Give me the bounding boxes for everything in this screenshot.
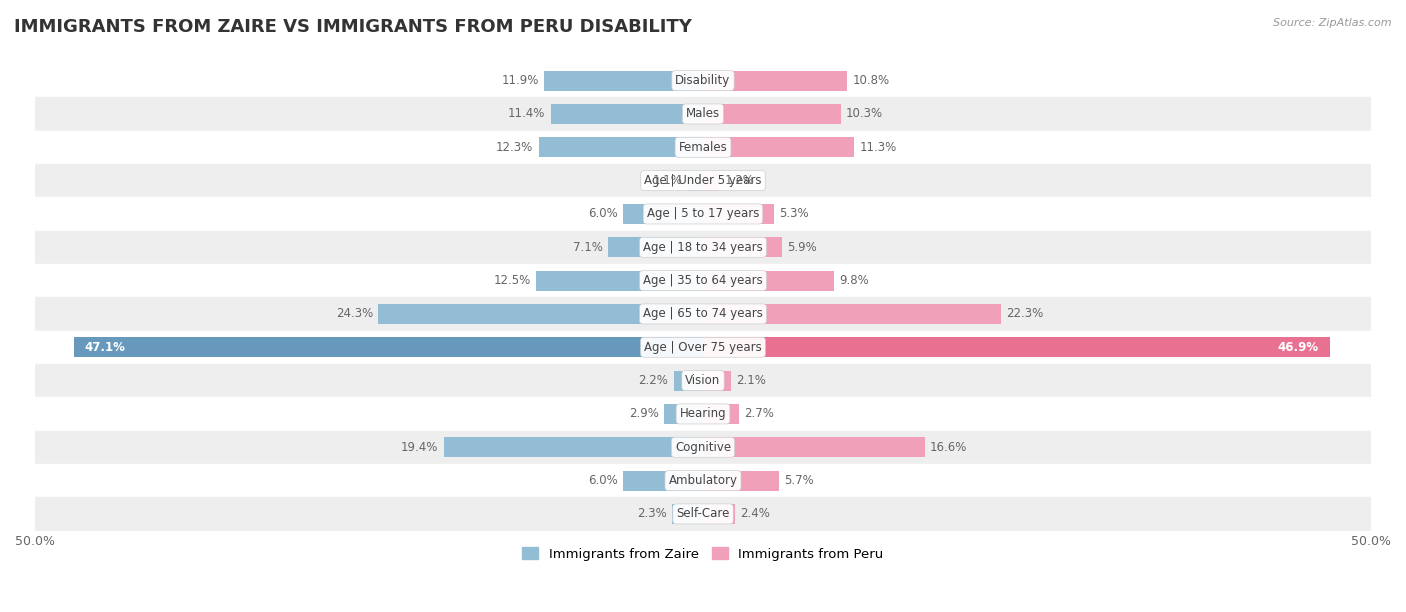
Bar (35, 97, 1371, 130)
Bar (703, 237, 782, 257)
Text: Ambulatory: Ambulatory (668, 474, 738, 487)
Bar (35, 330, 1371, 364)
Text: 2.2%: 2.2% (638, 374, 668, 387)
Text: 22.3%: 22.3% (1007, 307, 1043, 321)
Text: 2.3%: 2.3% (637, 507, 666, 520)
Text: 1.1%: 1.1% (652, 174, 683, 187)
Legend: Immigrants from Zaire, Immigrants from Peru: Immigrants from Zaire, Immigrants from P… (517, 542, 889, 566)
Text: 12.3%: 12.3% (496, 141, 533, 154)
Bar (551, 104, 703, 124)
Bar (538, 137, 703, 157)
Bar (673, 371, 703, 390)
Bar (544, 70, 703, 91)
Text: 2.1%: 2.1% (737, 374, 766, 387)
Bar (703, 471, 779, 491)
Bar (623, 471, 703, 491)
Text: 6.0%: 6.0% (588, 474, 617, 487)
Bar (672, 504, 703, 524)
Text: 16.6%: 16.6% (931, 441, 967, 453)
Text: 11.3%: 11.3% (859, 141, 897, 154)
Text: Disability: Disability (675, 74, 731, 87)
Bar (35, 397, 1371, 431)
Text: 24.3%: 24.3% (336, 307, 373, 321)
Bar (35, 431, 1371, 464)
Bar (703, 371, 731, 390)
Text: 10.8%: 10.8% (852, 74, 890, 87)
Bar (35, 197, 1371, 231)
Text: 2.9%: 2.9% (628, 408, 659, 420)
Bar (35, 297, 1371, 330)
Text: 7.1%: 7.1% (572, 241, 603, 254)
Bar (703, 337, 1330, 357)
Text: Females: Females (679, 141, 727, 154)
Text: Self-Care: Self-Care (676, 507, 730, 520)
Bar (703, 437, 925, 457)
Bar (444, 437, 703, 457)
Bar (73, 337, 703, 357)
Text: 11.9%: 11.9% (502, 74, 538, 87)
Text: 9.8%: 9.8% (839, 274, 869, 287)
Text: Hearing: Hearing (679, 408, 727, 420)
Text: 5.7%: 5.7% (785, 474, 814, 487)
Text: Cognitive: Cognitive (675, 441, 731, 453)
Text: 2.7%: 2.7% (744, 408, 775, 420)
Text: 5.9%: 5.9% (787, 241, 817, 254)
Text: 5.3%: 5.3% (779, 207, 808, 220)
Text: 6.0%: 6.0% (588, 207, 617, 220)
Text: 1.2%: 1.2% (724, 174, 754, 187)
Text: Age | Under 5 years: Age | Under 5 years (644, 174, 762, 187)
Bar (703, 137, 853, 157)
Bar (703, 271, 834, 291)
Bar (35, 264, 1371, 297)
Bar (703, 104, 841, 124)
Text: 2.4%: 2.4% (741, 507, 770, 520)
Bar (35, 164, 1371, 197)
Text: Age | Over 75 years: Age | Over 75 years (644, 341, 762, 354)
Text: 12.5%: 12.5% (494, 274, 530, 287)
Bar (35, 498, 1371, 531)
Text: 10.3%: 10.3% (846, 108, 883, 121)
Text: Age | 65 to 74 years: Age | 65 to 74 years (643, 307, 763, 321)
Bar (35, 130, 1371, 164)
Text: Vision: Vision (685, 374, 721, 387)
Bar (703, 504, 735, 524)
Bar (536, 271, 703, 291)
Bar (35, 464, 1371, 498)
Text: Age | 35 to 64 years: Age | 35 to 64 years (643, 274, 763, 287)
Bar (703, 404, 740, 424)
Bar (689, 171, 703, 190)
Bar (35, 364, 1371, 397)
Text: Age | 18 to 34 years: Age | 18 to 34 years (643, 241, 763, 254)
Bar (35, 64, 1371, 97)
Text: 46.9%: 46.9% (1278, 341, 1319, 354)
Text: Age | 5 to 17 years: Age | 5 to 17 years (647, 207, 759, 220)
Bar (703, 70, 848, 91)
Text: IMMIGRANTS FROM ZAIRE VS IMMIGRANTS FROM PERU DISABILITY: IMMIGRANTS FROM ZAIRE VS IMMIGRANTS FROM… (14, 18, 692, 36)
Bar (703, 204, 773, 224)
Bar (623, 204, 703, 224)
Text: Males: Males (686, 108, 720, 121)
Text: 11.4%: 11.4% (508, 108, 546, 121)
Bar (703, 171, 718, 190)
Bar (609, 237, 703, 257)
Bar (378, 304, 703, 324)
Bar (35, 231, 1371, 264)
Bar (703, 304, 1001, 324)
Bar (664, 404, 703, 424)
Text: 47.1%: 47.1% (84, 341, 125, 354)
Text: 19.4%: 19.4% (401, 441, 439, 453)
Text: Source: ZipAtlas.com: Source: ZipAtlas.com (1274, 18, 1392, 28)
